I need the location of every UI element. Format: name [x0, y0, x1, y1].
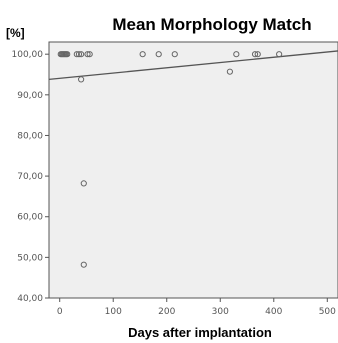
- data-point: [86, 51, 93, 58]
- data-point: [233, 51, 240, 58]
- y-axis: 40,00 50,00 60,00 70,00 80,00 90,00 100,00: [12, 50, 49, 304]
- data-points: [57, 51, 283, 268]
- y-tick-label: 50,00: [17, 253, 43, 263]
- chart-title: Mean Morphology Match: [112, 15, 311, 34]
- x-tick-label: 0: [57, 307, 63, 317]
- y-tick-label: 90,00: [17, 91, 43, 101]
- data-point: [84, 51, 91, 58]
- x-tick-label: 500: [319, 307, 336, 317]
- x-tick-label: 100: [105, 307, 122, 317]
- y-axis-unit: [%]: [6, 26, 25, 40]
- y-tick-label: 80,00: [17, 131, 43, 141]
- x-tick-label: 300: [212, 307, 229, 317]
- data-point: [78, 51, 85, 58]
- x-tick-label: 400: [265, 307, 282, 317]
- data-point: [139, 51, 146, 58]
- data-point: [78, 76, 85, 83]
- data-point: [276, 51, 283, 58]
- data-point: [73, 51, 80, 58]
- data-point: [80, 180, 87, 187]
- y-tick-label: 70,00: [17, 172, 43, 182]
- plot-area: [48, 41, 338, 299]
- data-point: [64, 51, 71, 58]
- data-point: [171, 51, 178, 58]
- data-point: [254, 51, 261, 58]
- x-axis-label: Days after implantation: [128, 325, 272, 340]
- y-tick-label: 40,00: [17, 294, 43, 304]
- fit-line: [48, 50, 338, 81]
- x-axis: 0 100 200 300 400 500: [57, 298, 336, 317]
- y-tick-label: 100,00: [12, 50, 44, 60]
- data-point: [226, 68, 233, 75]
- data-point: [75, 51, 83, 58]
- y-tick-label: 60,00: [17, 213, 43, 223]
- x-tick-label: 200: [158, 307, 175, 317]
- data-point: [155, 51, 162, 58]
- data-point: [80, 261, 87, 268]
- data-point: [251, 51, 259, 58]
